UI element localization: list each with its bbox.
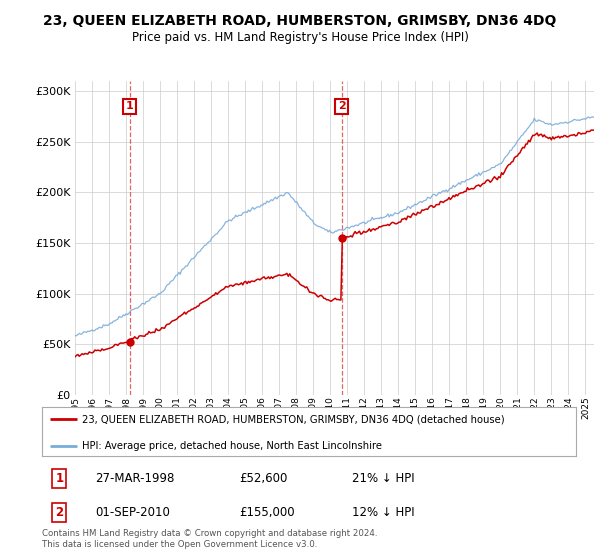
Text: HPI: Average price, detached house, North East Lincolnshire: HPI: Average price, detached house, Nort… bbox=[82, 441, 382, 451]
Text: 23, QUEEN ELIZABETH ROAD, HUMBERSTON, GRIMSBY, DN36 4DQ: 23, QUEEN ELIZABETH ROAD, HUMBERSTON, GR… bbox=[43, 14, 557, 28]
Text: 01-SEP-2010: 01-SEP-2010 bbox=[95, 506, 170, 519]
Text: 2: 2 bbox=[55, 506, 64, 519]
Text: £155,000: £155,000 bbox=[239, 506, 295, 519]
Text: 1: 1 bbox=[55, 472, 64, 484]
Text: 21% ↓ HPI: 21% ↓ HPI bbox=[352, 472, 415, 484]
Text: Price paid vs. HM Land Registry's House Price Index (HPI): Price paid vs. HM Land Registry's House … bbox=[131, 31, 469, 44]
Text: 27-MAR-1998: 27-MAR-1998 bbox=[95, 472, 175, 484]
Text: Contains HM Land Registry data © Crown copyright and database right 2024.
This d: Contains HM Land Registry data © Crown c… bbox=[42, 529, 377, 549]
Text: £52,600: £52,600 bbox=[239, 472, 288, 484]
Text: 12% ↓ HPI: 12% ↓ HPI bbox=[352, 506, 415, 519]
Text: 23, QUEEN ELIZABETH ROAD, HUMBERSTON, GRIMSBY, DN36 4DQ (detached house): 23, QUEEN ELIZABETH ROAD, HUMBERSTON, GR… bbox=[82, 414, 505, 424]
Text: 2: 2 bbox=[338, 101, 346, 111]
Text: 1: 1 bbox=[126, 101, 133, 111]
